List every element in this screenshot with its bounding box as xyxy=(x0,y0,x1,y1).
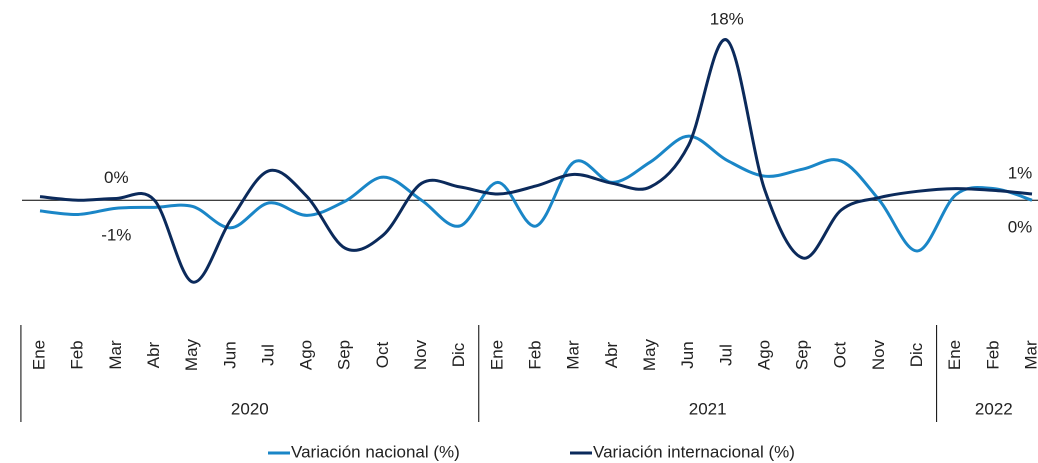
x-tick-label: Jul xyxy=(258,344,277,366)
x-tick-label: Jul xyxy=(716,344,735,366)
data-label: 1% xyxy=(1008,163,1033,182)
x-tick-label: Oct xyxy=(373,342,392,369)
legend-label: Variación internacional (%) xyxy=(593,442,795,461)
data-label: 18% xyxy=(710,10,744,29)
x-tick-label: Feb xyxy=(525,340,544,369)
x-tick-label: Sep xyxy=(793,340,812,370)
x-tick-label: Abr xyxy=(144,341,163,368)
x-tick-label: Ene xyxy=(945,340,964,370)
x-tick-label: Jun xyxy=(220,341,239,368)
data-label: -1% xyxy=(101,226,131,245)
data-label: 0% xyxy=(1008,218,1033,237)
series-line xyxy=(39,38,1033,284)
x-tick-label: Dic xyxy=(907,342,926,367)
year-label: 2021 xyxy=(689,399,727,418)
x-tick-label: Feb xyxy=(983,340,1002,369)
series-line xyxy=(39,134,1033,253)
x-tick-label: Ene xyxy=(487,340,506,370)
year-label: 2022 xyxy=(975,399,1013,418)
x-tick-label: Mar xyxy=(106,340,125,370)
x-tick-label: Ago xyxy=(297,340,316,370)
x-tick-label: Abr xyxy=(602,341,621,368)
x-tick-label: Mar xyxy=(1021,340,1038,370)
x-tick-label: Ago xyxy=(754,340,773,370)
x-tick-label: Nov xyxy=(411,339,430,370)
x-tick-label: Nov xyxy=(869,339,888,370)
x-tick-label: May xyxy=(182,338,201,371)
x-tick-label: Sep xyxy=(335,340,354,370)
x-tick-label: Jun xyxy=(678,341,697,368)
x-tick-label: Mar xyxy=(564,340,583,370)
data-label: 0% xyxy=(104,168,129,187)
x-tick-label: Oct xyxy=(831,342,850,369)
year-label: 2020 xyxy=(231,399,269,418)
x-tick-label: Feb xyxy=(68,340,87,369)
legend-label: Variación nacional (%) xyxy=(291,442,460,461)
x-tick-label: May xyxy=(640,338,659,371)
x-tick-label: Ene xyxy=(29,340,48,370)
x-tick-label: Dic xyxy=(449,342,468,367)
